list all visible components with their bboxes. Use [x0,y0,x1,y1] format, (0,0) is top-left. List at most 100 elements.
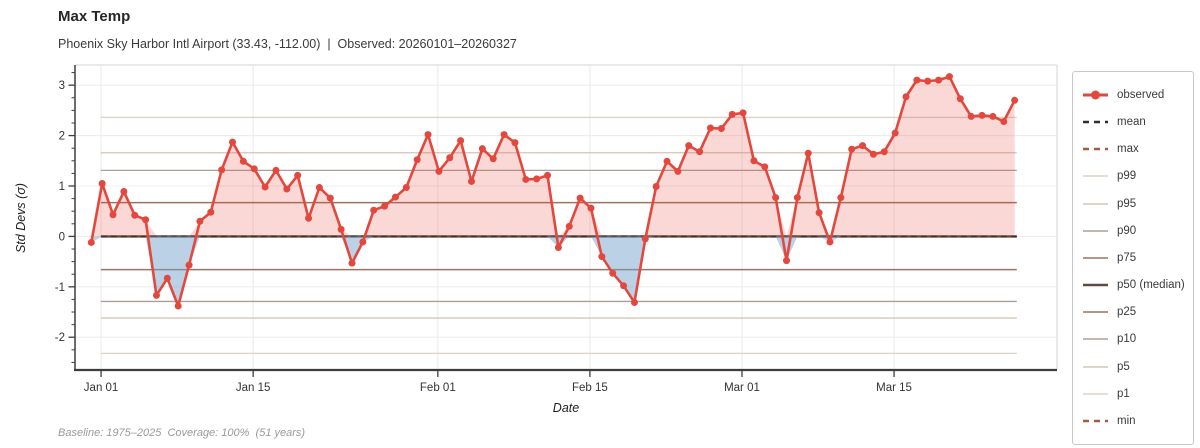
observed-marker [696,148,704,156]
observed-marker [98,179,106,187]
x-axis-label: Date [552,401,580,415]
observed-marker [793,194,801,202]
observed-marker [272,166,280,174]
legend-swatch-p75 [1083,257,1108,259]
fill-below-zero [91,236,1015,306]
legend-item-p10: p10 [1082,326,1184,352]
observed-marker [652,182,660,190]
y-tick-label: 3 [59,80,65,92]
y-tick-label: -2 [55,332,65,344]
observed-marker [326,194,334,202]
observed-marker [576,194,584,202]
legend-label: p10 [1117,333,1137,346]
observed-marker [956,95,964,103]
observed-marker [565,222,573,230]
observed-marker [511,139,519,147]
legend-swatch-p99 [1083,175,1108,178]
y-tick-label: 1 [59,181,65,193]
observed-marker [739,109,747,117]
legend-swatch-min [1083,419,1108,423]
legend-item-p75: p75 [1082,245,1184,271]
observed-marker [522,175,530,183]
observed-marker [967,112,975,120]
chart-subtitle: Phoenix Sky Harbor Intl Airport (33.43, … [58,37,517,51]
baseline-note: Baseline: 1975–2025 Coverage: 100% (51 y… [58,427,306,439]
observed-marker [826,238,834,246]
observed-marker [772,194,780,202]
legend-item-max: max [1082,136,1184,162]
observed-marker [902,93,910,101]
observed-marker [283,185,291,193]
observed-marker [554,243,562,251]
observed-marker [402,184,410,192]
observed-marker [196,217,204,225]
legend-swatch-mean [1083,120,1108,124]
observed-marker [945,73,953,81]
y-tick-label: -1 [55,282,65,294]
observed-marker [989,112,997,120]
observed-marker [109,211,117,219]
observed-marker [815,209,823,217]
y-tick-label: 2 [59,131,65,143]
observed-marker [761,163,769,171]
observed-marker [587,204,595,212]
legend-swatch-p10 [1083,338,1108,341]
x-tick-label: Feb 15 [572,382,608,394]
observed-marker [935,76,943,84]
observed-marker [370,206,378,214]
observed-marker [728,110,736,118]
observed-marker [641,235,649,243]
observed-marker [609,269,617,277]
observed-marker [413,156,421,164]
observed-marker [261,183,269,191]
legend-item-p25: p25 [1082,299,1184,325]
legend-label: min [1117,414,1136,427]
legend-label: max [1117,143,1139,156]
observed-marker [500,131,508,139]
chart-title: Max Temp [58,8,131,25]
legend-item-min: min [1082,408,1184,434]
observed-marker [315,184,323,192]
observed-marker [685,142,693,150]
observed-marker [620,282,628,290]
legend-swatch-p90 [1083,229,1108,232]
legend-swatch-p25 [1083,311,1108,314]
observed-marker [837,194,845,202]
observed-marker [869,150,877,158]
legend-swatch-observed [1083,90,1108,100]
legend-item-p90: p90 [1082,218,1184,244]
x-tick-label: Jan 15 [236,382,271,394]
observed-marker [630,298,638,306]
legend-swatch-p95 [1083,202,1108,205]
observed-marker [305,214,313,222]
legend-label: p1 [1117,387,1130,400]
observed-marker [978,111,986,119]
observed-marker [706,124,714,132]
legend-item-p99: p99 [1082,163,1184,189]
observed-marker [859,142,867,150]
y-tick-label: 0 [59,231,65,243]
legend-item-p50-median: p50 (median) [1082,272,1185,298]
legend-swatch-p50 [1083,283,1108,287]
observed-marker [381,202,389,210]
observed-marker [294,171,302,179]
legend: observed mean max p99 p95 p90 p75 p50 (median) p… [1072,71,1194,445]
observed-marker [446,154,454,162]
observed-marker [663,157,671,165]
observed-marker [467,177,475,185]
observed-marker [783,257,791,265]
observed-marker [848,145,856,153]
legend-label: mean [1117,116,1146,129]
observed-marker [435,167,443,175]
legend-item-p5: p5 [1082,354,1184,380]
observed-marker [348,259,356,267]
observed-marker [152,291,160,299]
observed-marker [391,193,399,201]
observed-marker [478,145,486,153]
observed-marker [163,274,171,282]
observed-marker [913,76,921,84]
observed-marker [750,157,758,165]
x-tick-label: Feb 01 [420,382,456,394]
